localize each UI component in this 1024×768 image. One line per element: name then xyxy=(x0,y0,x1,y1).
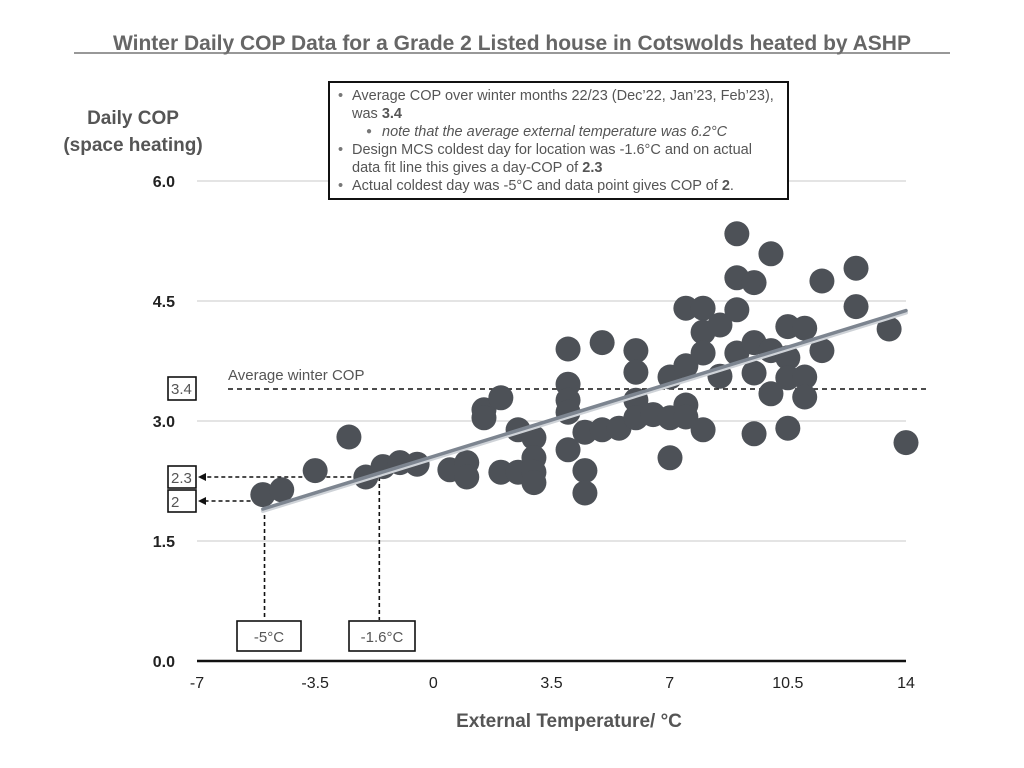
data-point xyxy=(876,316,902,342)
data-point xyxy=(724,297,750,323)
data-point xyxy=(775,415,801,441)
data-point xyxy=(843,255,869,281)
x-tick-label: 0 xyxy=(429,675,438,692)
data-point xyxy=(724,221,750,247)
design-day-y-label: 2.3 xyxy=(171,470,192,487)
y-tick-label: 4.5 xyxy=(153,294,175,311)
note-highlight-value: 2.3 xyxy=(582,160,603,176)
data-point xyxy=(488,459,514,485)
note-item: Average COP over winter months 22/23 (De… xyxy=(336,87,781,123)
data-point xyxy=(809,338,835,364)
coldest-day-y-box xyxy=(167,489,197,513)
data-point xyxy=(741,360,767,386)
note-item: Design MCS coldest day for location was … xyxy=(336,141,781,177)
data-point xyxy=(792,315,818,341)
data-point xyxy=(269,477,295,503)
data-point xyxy=(336,424,362,450)
design-day-x-box xyxy=(348,620,416,652)
data-point xyxy=(792,384,818,410)
data-point xyxy=(657,445,683,471)
note-item: Actual coldest day was -5°C and data poi… xyxy=(336,177,781,195)
data-point xyxy=(572,480,598,506)
data-point xyxy=(555,336,581,362)
data-point xyxy=(758,241,784,267)
data-point xyxy=(521,425,547,451)
data-point xyxy=(488,385,514,411)
design-day-x-label: -1.6°C xyxy=(361,629,404,646)
data-point xyxy=(792,364,818,390)
y-tick-label: 3.0 xyxy=(153,414,175,431)
chart-title: Winter Daily COP Data for a Grade 2 List… xyxy=(113,32,911,55)
data-point xyxy=(707,312,733,338)
data-point xyxy=(741,421,767,447)
data-point xyxy=(302,458,328,484)
x-tick-label: 10.5 xyxy=(772,675,803,692)
arrowhead-icon xyxy=(198,473,206,481)
x-tick-label: -3.5 xyxy=(301,675,329,692)
fit-line xyxy=(261,308,908,511)
note-highlight-value: 3.4 xyxy=(381,106,402,122)
data-point xyxy=(690,295,716,321)
data-point xyxy=(690,340,716,366)
data-point xyxy=(673,295,699,321)
coldest-day-x-label: -5°C xyxy=(254,629,284,646)
data-point xyxy=(250,482,276,508)
note-item: note that the average external temperatu… xyxy=(336,123,781,141)
fit-line-shadow xyxy=(260,310,908,513)
data-point xyxy=(809,268,835,294)
notes-box: Average COP over winter months 22/23 (De… xyxy=(328,81,789,200)
note-highlight-value: 2 xyxy=(721,178,730,194)
data-point xyxy=(589,330,615,356)
design-day-y-box xyxy=(167,465,197,489)
data-point xyxy=(893,430,919,456)
data-point xyxy=(454,464,480,490)
coldest-day-x-box xyxy=(236,620,302,652)
y-tick-label: 1.5 xyxy=(153,534,175,551)
y-axis-label-line-1: Daily COP xyxy=(87,108,179,129)
data-point xyxy=(471,405,497,431)
data-point xyxy=(843,294,869,320)
average-cop-box xyxy=(167,376,197,401)
y-axis-label-line-2: (space heating) xyxy=(63,135,202,156)
arrowhead-icon xyxy=(198,497,206,505)
notes-list: Average COP over winter months 22/23 (De… xyxy=(336,87,781,195)
data-point xyxy=(758,381,784,407)
data-point xyxy=(690,417,716,443)
data-point xyxy=(741,270,767,296)
average-cop-label: Average winter COP xyxy=(228,367,364,384)
x-tick-label: 7 xyxy=(665,675,674,692)
x-tick-label: -7 xyxy=(190,675,204,692)
average-cop-box-label: 3.4 xyxy=(171,381,192,398)
x-tick-label: 14 xyxy=(897,675,915,692)
data-point xyxy=(555,437,581,463)
data-point xyxy=(623,359,649,385)
x-axis-label: External Temperature/ °C xyxy=(456,711,682,732)
y-tick-label: 6.0 xyxy=(153,174,175,191)
data-point xyxy=(521,470,547,496)
data-point xyxy=(572,458,598,484)
coldest-day-y-label: 2 xyxy=(171,494,179,511)
data-point xyxy=(673,404,699,430)
x-tick-label: 3.5 xyxy=(540,675,562,692)
data-point xyxy=(673,353,699,379)
y-tick-label: 0.0 xyxy=(153,654,175,671)
data-point xyxy=(623,338,649,364)
